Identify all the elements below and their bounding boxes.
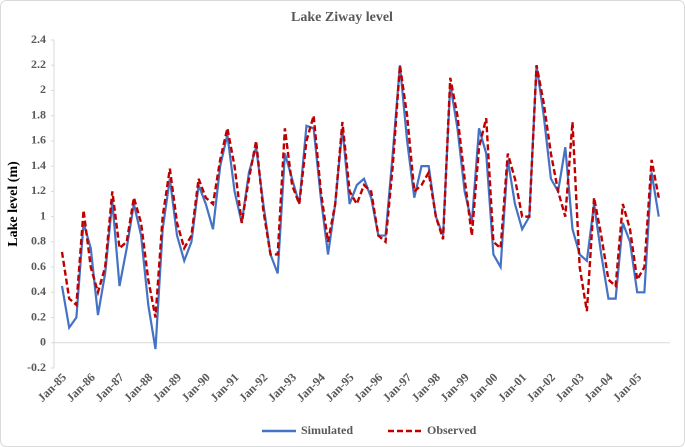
legend-label: Observed xyxy=(427,423,477,437)
y-tick-label: 2.2 xyxy=(31,57,46,71)
y-tick-label: 0.2 xyxy=(31,309,46,323)
y-tick-label: -0.2 xyxy=(27,360,46,374)
y-tick-label: 1.8 xyxy=(31,107,46,121)
series-line xyxy=(60,65,660,318)
legend-label: Simulated xyxy=(301,423,353,437)
y-tick-label: 0.4 xyxy=(31,284,46,298)
chart-title: Lake Ziway level xyxy=(291,10,393,25)
y-tick-label: 0 xyxy=(40,335,46,349)
y-tick-label: 1 xyxy=(40,208,46,222)
y-tick-label: 1.4 xyxy=(31,158,46,172)
y-tick-label: 0.8 xyxy=(31,234,46,248)
y-tick-label: 2.4 xyxy=(31,32,46,46)
y-tick-label: 0.6 xyxy=(31,259,46,273)
y-tick-label: 1.2 xyxy=(31,183,46,197)
y-axis-label: Lake level (m) xyxy=(6,161,21,247)
y-tick-label: 2 xyxy=(40,82,46,96)
y-tick-label: 1.6 xyxy=(31,133,46,147)
